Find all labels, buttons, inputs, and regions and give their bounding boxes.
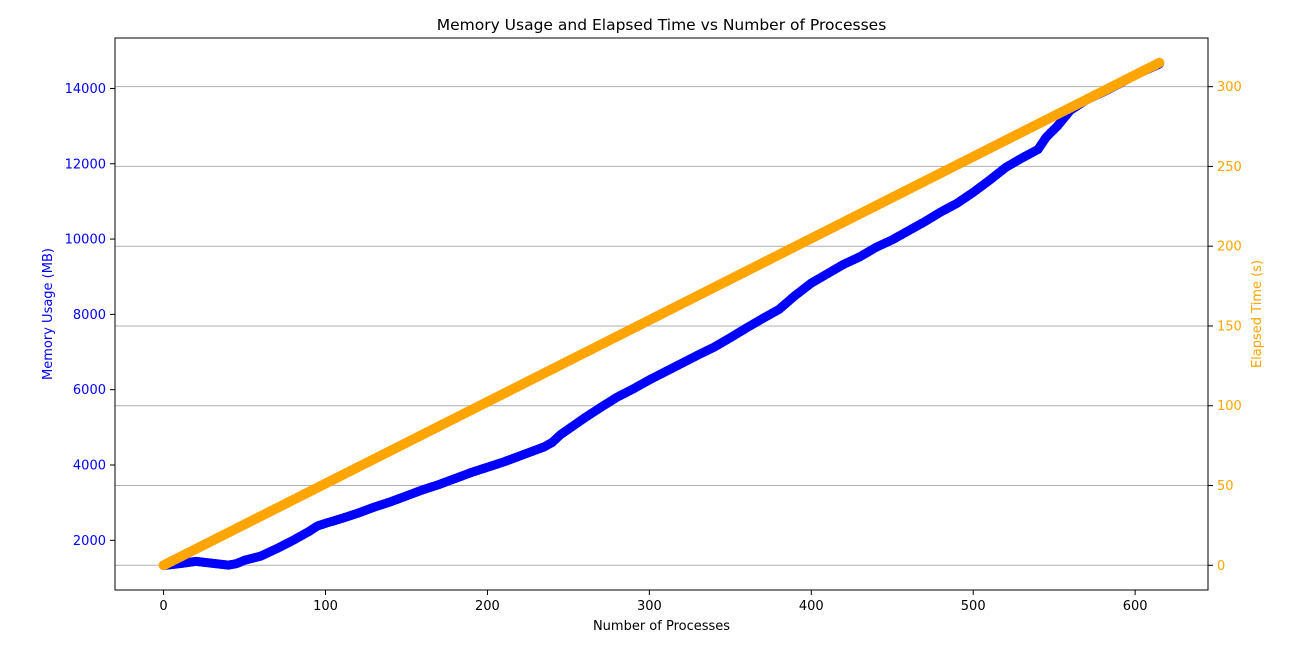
x-tick-label: 0 [159, 599, 167, 614]
y-left-tick-label: 6000 [73, 383, 106, 398]
x-tick-label: 100 [313, 599, 338, 614]
y-right-tick-label: 50 [1217, 479, 1234, 494]
y-axis-left: 2000 4000 6000 8000 10000 12000 14000 [65, 82, 115, 549]
y-right-tick-label: 0 [1217, 559, 1225, 574]
y-left-tick-label: 8000 [73, 308, 106, 323]
y-left-tick-label: 10000 [65, 233, 106, 248]
y-axis-left-label: Memory Usage (MB) [41, 248, 56, 380]
y-axis-right: 0 50 100 150 200 250 300 [1208, 80, 1242, 574]
y-left-tick-label: 4000 [73, 458, 106, 473]
y-right-tick-label: 300 [1217, 80, 1242, 95]
x-tick-label: 400 [799, 599, 824, 614]
x-tick-label: 500 [961, 599, 986, 614]
plot-area [158, 57, 1165, 571]
x-tick-label: 600 [1123, 599, 1148, 614]
chart-title: Memory Usage and Elapsed Time vs Number … [437, 16, 887, 34]
grid-lines [115, 86, 1208, 566]
y-right-tick-label: 200 [1217, 240, 1242, 255]
y-left-tick-label: 14000 [65, 82, 106, 97]
x-axis-label: Number of Processes [593, 619, 730, 634]
y-left-tick-label: 12000 [65, 157, 106, 172]
x-tick-label: 200 [475, 599, 500, 614]
y-right-tick-label: 250 [1217, 160, 1242, 175]
y-right-tick-label: 150 [1217, 319, 1242, 334]
y-axis-right-label: Elapsed Time (s) [1250, 260, 1265, 368]
memory-usage-series [159, 59, 1164, 571]
x-tick-label: 300 [637, 599, 662, 614]
y-right-tick-label: 100 [1217, 399, 1242, 414]
elapsed-time-point [1154, 57, 1165, 68]
x-axis: 0 100 200 300 400 500 600 [159, 590, 1148, 614]
elapsed-time-series [158, 57, 1165, 571]
y-left-tick-label: 2000 [73, 534, 106, 549]
